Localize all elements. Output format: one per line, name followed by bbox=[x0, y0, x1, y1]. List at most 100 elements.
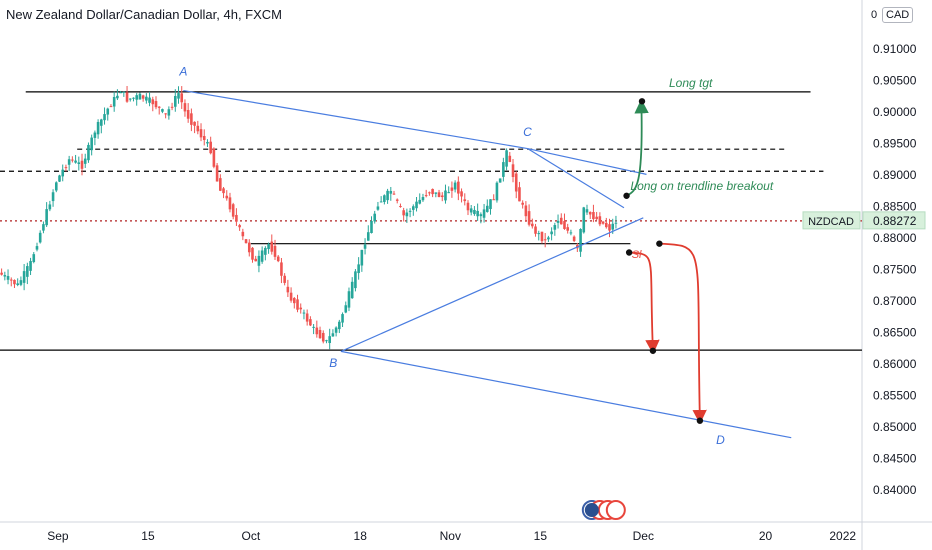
point-label-c: C bbox=[523, 125, 532, 139]
candle-body bbox=[193, 121, 196, 126]
candle-body bbox=[231, 204, 235, 217]
candle-body bbox=[58, 175, 61, 182]
candle-body bbox=[202, 136, 206, 140]
candle-body bbox=[344, 305, 348, 313]
candle-body bbox=[582, 207, 586, 233]
annotation-text: Sl bbox=[632, 249, 642, 261]
candle-body bbox=[157, 106, 161, 108]
candle-body bbox=[270, 241, 274, 252]
y-tick-label: 0.87500 bbox=[873, 263, 917, 277]
candle-body bbox=[383, 195, 386, 202]
chart-title: New Zealand Dollar/Canadian Dollar, 4h, … bbox=[6, 7, 283, 22]
candle-body bbox=[244, 239, 248, 244]
candle-body bbox=[489, 199, 492, 210]
y-tick-label: 0.88000 bbox=[873, 231, 917, 245]
candle-body bbox=[511, 164, 515, 178]
target-marker bbox=[623, 192, 630, 199]
candle-body bbox=[206, 141, 209, 144]
candle-body bbox=[350, 281, 354, 299]
target-marker bbox=[625, 249, 633, 256]
y-tick-label: 0.86500 bbox=[873, 326, 917, 340]
candle-body bbox=[598, 216, 602, 225]
candle-body bbox=[379, 201, 383, 203]
candle-body bbox=[392, 193, 396, 195]
candle-body bbox=[276, 256, 280, 262]
candle-body bbox=[505, 150, 508, 167]
annotation-text: Long tgt bbox=[669, 76, 713, 90]
candle-body bbox=[235, 214, 238, 222]
candle-body bbox=[151, 99, 155, 105]
y-tick-label: 0.85500 bbox=[873, 389, 917, 403]
candle-body bbox=[164, 113, 167, 115]
candle-body bbox=[395, 199, 399, 201]
trendline-a-c bbox=[183, 89, 528, 150]
candle-body bbox=[540, 231, 544, 242]
candle-body bbox=[315, 327, 319, 335]
candle-body bbox=[502, 162, 505, 177]
candle-body bbox=[331, 333, 335, 337]
candle-body bbox=[77, 162, 81, 164]
candle-body bbox=[170, 106, 174, 108]
candle-body bbox=[148, 97, 151, 103]
candle-body bbox=[51, 192, 55, 202]
candle-body bbox=[357, 264, 360, 274]
scale-mode-indicator[interactable]: 0 bbox=[871, 9, 878, 21]
target-marker bbox=[638, 98, 646, 105]
x-tick-label: Sep bbox=[47, 529, 69, 543]
candle-body bbox=[145, 96, 148, 101]
y-tick-label: 0.84000 bbox=[873, 483, 917, 497]
candle-body bbox=[6, 276, 10, 280]
candle-body bbox=[116, 95, 119, 99]
candle-body bbox=[325, 340, 328, 342]
candle-body bbox=[534, 226, 537, 234]
candle-body bbox=[312, 326, 315, 328]
candle-body bbox=[550, 231, 553, 235]
candle-body bbox=[585, 209, 589, 213]
candle-body bbox=[412, 206, 415, 210]
candle-body bbox=[67, 159, 71, 165]
candle-body bbox=[238, 225, 241, 228]
y-tick-label: 0.89000 bbox=[873, 168, 917, 182]
candle-body bbox=[141, 95, 145, 99]
currency-badge[interactable]: CAD bbox=[882, 7, 914, 23]
candle-body bbox=[16, 283, 19, 285]
x-tick-label: Oct bbox=[242, 529, 261, 543]
last-price-tag bbox=[862, 211, 926, 230]
candle-body bbox=[299, 307, 303, 310]
candle-body bbox=[389, 190, 393, 194]
candle-body bbox=[48, 204, 52, 210]
x-tick-label: Dec bbox=[633, 529, 654, 543]
target-marker bbox=[656, 240, 663, 247]
candle-body bbox=[402, 210, 405, 216]
x-tick-label: 15 bbox=[534, 529, 548, 543]
candle-body bbox=[579, 229, 582, 252]
candle-body bbox=[450, 187, 454, 191]
candle-body bbox=[225, 195, 229, 199]
candle-body bbox=[463, 199, 467, 202]
candle-body bbox=[199, 129, 203, 138]
candle-body bbox=[440, 195, 444, 198]
candle-body bbox=[424, 195, 428, 197]
candle-body bbox=[556, 220, 560, 223]
candle-body bbox=[479, 214, 483, 217]
y-tick-label: 0.90000 bbox=[873, 105, 917, 119]
candle-body bbox=[257, 255, 261, 266]
candle-body bbox=[103, 114, 106, 121]
candle-body bbox=[537, 233, 541, 235]
candle-body bbox=[283, 275, 286, 283]
candle-body bbox=[19, 280, 23, 285]
candle-body bbox=[264, 247, 267, 255]
candle-body bbox=[408, 210, 412, 212]
candle-body bbox=[3, 275, 7, 277]
candle-body bbox=[260, 250, 264, 262]
candle-body bbox=[531, 223, 534, 227]
candle-body bbox=[74, 160, 77, 163]
x-tick-label: 18 bbox=[354, 529, 368, 543]
candle-body bbox=[167, 109, 171, 116]
candle-body bbox=[399, 206, 402, 208]
candle-body bbox=[469, 208, 473, 213]
y-tick-label: 0.84500 bbox=[873, 452, 917, 466]
y-tick-label: 0.85000 bbox=[873, 420, 917, 434]
y-tick-label: 0.90500 bbox=[873, 74, 917, 88]
